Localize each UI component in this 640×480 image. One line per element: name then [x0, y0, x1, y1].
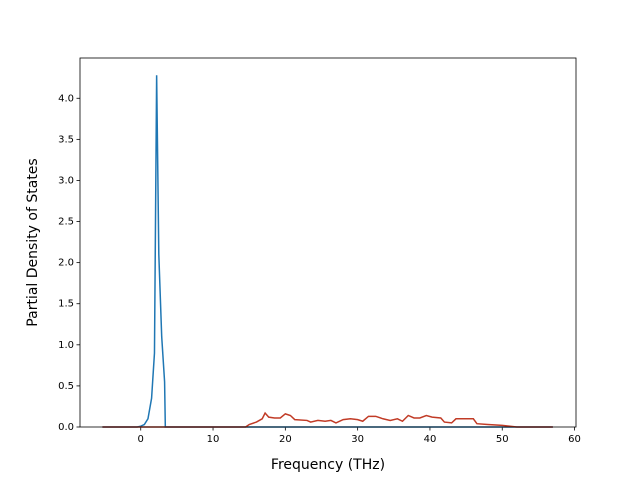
y-tick-label: 1.5	[58, 299, 74, 310]
y-tick-label: 1.0	[58, 340, 74, 351]
y-axis-label: Partial Density of States	[25, 158, 41, 326]
y-tick-label: 2.5	[58, 217, 74, 228]
x-tick-label: 50	[496, 434, 509, 445]
plot-frame	[79, 57, 577, 428]
y-tick-label: 2.0	[58, 258, 74, 269]
x-tick-label: 30	[351, 434, 364, 445]
y-tick-label: 4.0	[58, 93, 74, 104]
x-tick-label: 20	[279, 434, 292, 445]
x-tick-label: 60	[568, 434, 581, 445]
series-line	[102, 411, 553, 428]
y-tick-label: 0.0	[58, 422, 74, 433]
x-axis-label: Frequency (THz)	[271, 457, 385, 473]
x-tick-label: 0	[138, 434, 144, 445]
y-tick-label: 3.0	[58, 175, 74, 186]
x-tick-label: 40	[424, 434, 437, 445]
y-tick-label: 3.5	[58, 134, 74, 145]
x-tick-label: 10	[207, 434, 220, 445]
series-line	[102, 75, 553, 428]
y-tick-label: 0.5	[58, 381, 74, 392]
